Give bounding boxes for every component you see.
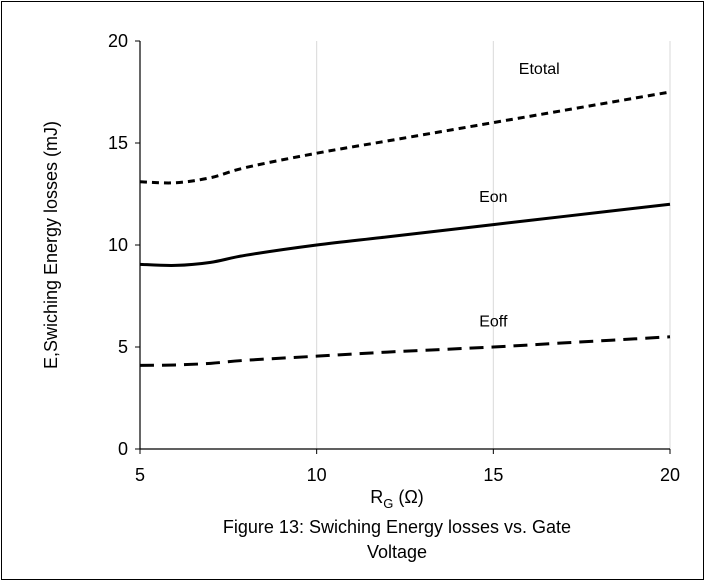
y-axis-title: E,Swiching Energy losses (mJ) [41,121,61,369]
series-line-etotal [140,92,670,183]
y-tick-label-5: 5 [118,337,128,357]
x-tick-label-10: 10 [307,465,327,485]
series-line-eoff [140,337,670,366]
figure-caption-line-2: Voltage [367,542,427,562]
y-tick-label-10: 10 [108,235,128,255]
series-layer [140,92,670,365]
x-axis-title-unit: (Ω) [393,487,423,507]
label-layer: Etotal Eon Eoff [479,61,560,331]
series-label-eoff: Eoff [479,314,508,331]
y-tick-label-20: 20 [108,31,128,51]
series-line-eon [140,204,670,265]
x-tick-label-15: 15 [483,465,503,485]
x-axis-title-subscript: G [383,496,393,511]
series-label-etotal: Etotal [519,61,560,78]
x-tick-label-5: 5 [135,465,145,485]
x-tick-label-20: 20 [660,465,680,485]
figure-caption-line-1: Figure 13: Swiching Energy losses vs. Ga… [223,517,571,537]
y-tick-label-15: 15 [108,133,128,153]
series-label-eon: Eon [479,189,507,206]
y-tick-label-0: 0 [118,439,128,459]
x-axis-title-main: R [370,487,383,507]
x-axis-title: RG (Ω) [370,487,424,511]
